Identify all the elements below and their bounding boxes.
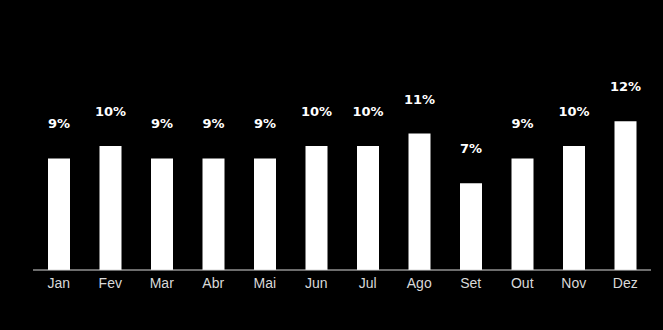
svg-text:10%: 10% [558, 104, 589, 119]
svg-text:Mai: Mai [253, 275, 276, 291]
svg-text:9%: 9% [254, 116, 276, 131]
svg-text:Dez: Dez [613, 275, 638, 291]
svg-text:Nov: Nov [561, 275, 586, 291]
svg-text:7%: 7% [460, 141, 482, 156]
svg-text:Out: Out [511, 275, 534, 291]
svg-text:Jul: Jul [359, 275, 377, 291]
svg-text:Fev: Fev [99, 275, 122, 291]
svg-text:9%: 9% [151, 116, 173, 131]
svg-text:9%: 9% [202, 116, 224, 131]
svg-text:Mar: Mar [150, 275, 174, 291]
svg-text:9%: 9% [48, 116, 70, 131]
svg-text:10%: 10% [301, 104, 332, 119]
svg-text:Set: Set [460, 275, 481, 291]
svg-text:10%: 10% [352, 104, 383, 119]
svg-text:Jan: Jan [47, 275, 70, 291]
svg-text:Abr: Abr [202, 275, 224, 291]
svg-text:11%: 11% [404, 92, 435, 107]
svg-text:10%: 10% [95, 104, 126, 119]
svg-text:9%: 9% [511, 116, 533, 131]
svg-text:Ago: Ago [407, 275, 432, 291]
svg-text:Jun: Jun [305, 275, 328, 291]
svg-text:12%: 12% [610, 79, 641, 94]
